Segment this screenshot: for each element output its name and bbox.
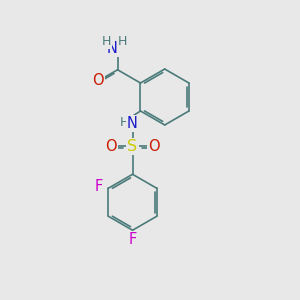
Text: O: O [106, 139, 117, 154]
Text: O: O [148, 139, 160, 154]
Text: H: H [120, 116, 129, 129]
Text: S: S [128, 139, 138, 154]
Text: H: H [102, 35, 111, 48]
Text: N: N [107, 41, 118, 56]
Text: H: H [118, 35, 128, 48]
Text: N: N [127, 116, 138, 131]
Text: O: O [93, 73, 104, 88]
Text: F: F [128, 232, 137, 247]
Text: F: F [95, 179, 103, 194]
